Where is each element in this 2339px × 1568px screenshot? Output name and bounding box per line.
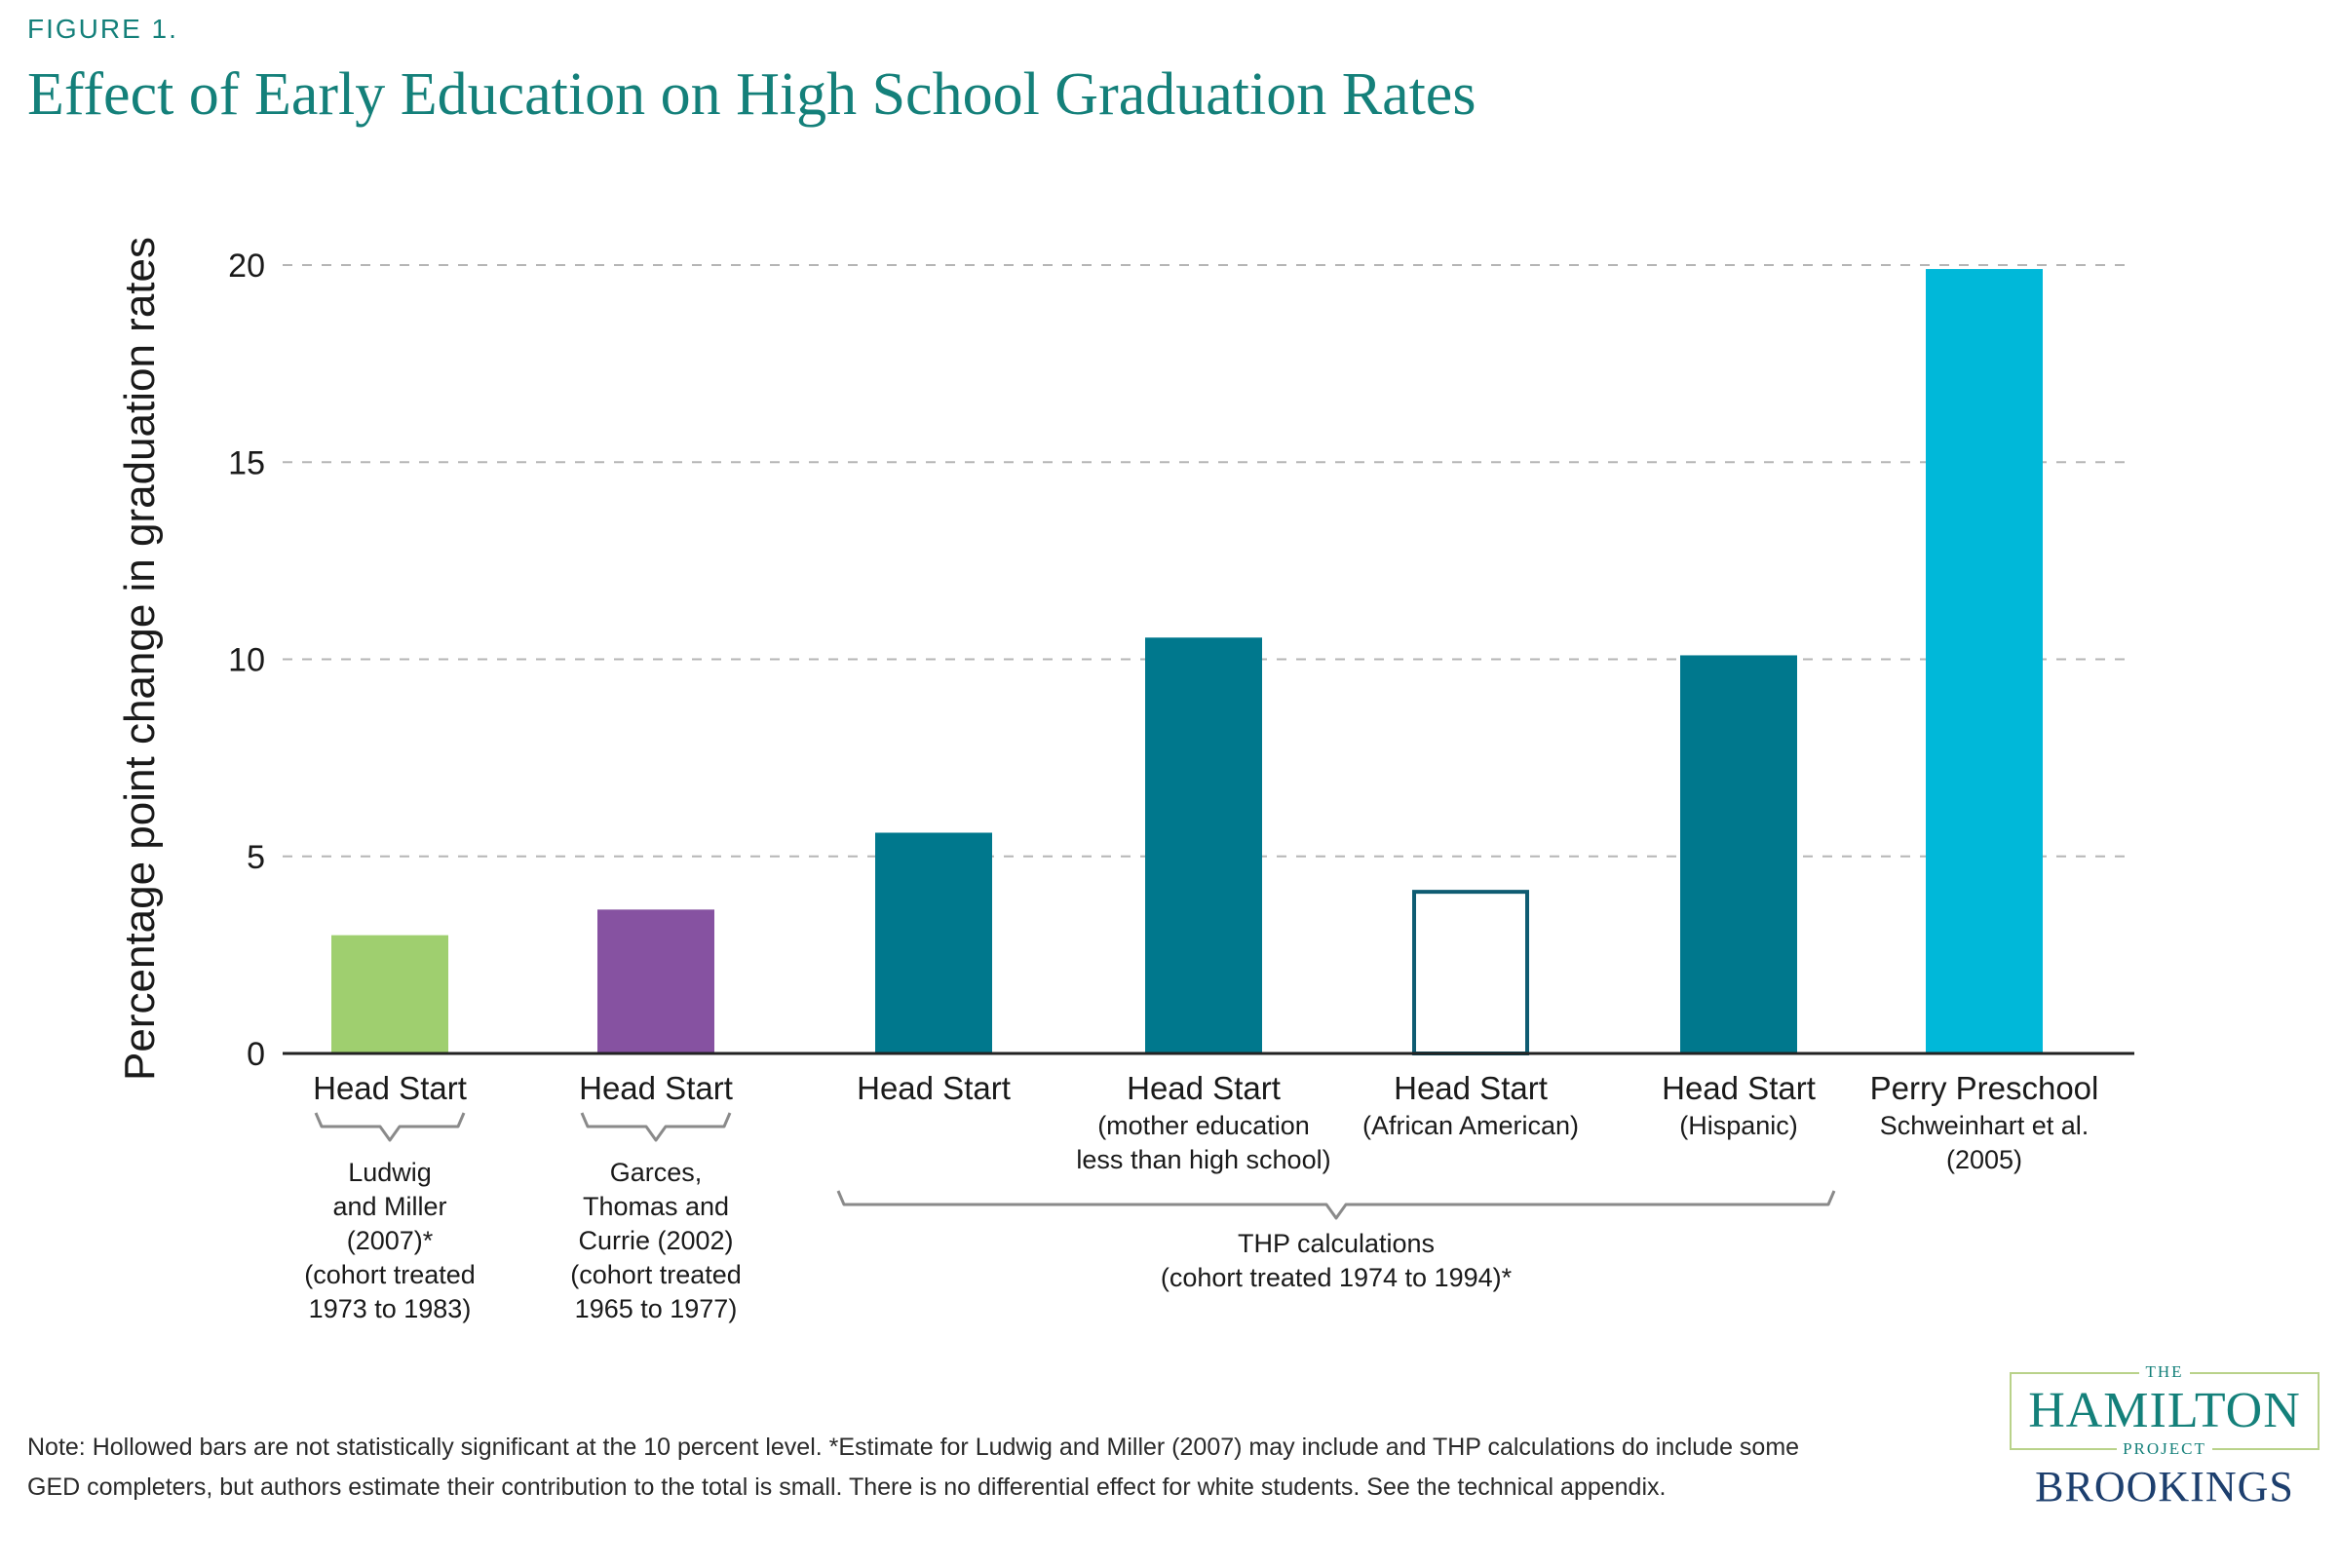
bar [597,909,714,1053]
x-category-sublabel: less than high school) [1076,1145,1330,1174]
x-category-label: Head Start [1127,1070,1281,1106]
y-tick-label: 15 [228,444,265,481]
x-category-sublabel: (mother education [1097,1111,1310,1140]
logo-project-text: PROJECT [2117,1439,2212,1458]
group-label-line: (cohort treated [304,1260,476,1289]
bar [331,935,448,1053]
logo-the-text: THE [2139,1362,2190,1381]
group-label-line: (cohort treated 1974 to 1994)* [1161,1263,1513,1292]
y-tick-label: 20 [228,248,265,285]
x-category-label: Head Start [1394,1070,1548,1106]
brookings-logo-text: BROOKINGS [2035,1463,2294,1511]
group-label-line: Thomas and [583,1192,729,1221]
x-category-sublabel: (2005) [1946,1145,2022,1174]
group-label-line: (2007)* [347,1226,434,1255]
group-label-line: and Miller [332,1192,446,1221]
group-brace [314,1112,466,1142]
x-category-label: Head Start [1662,1070,1816,1106]
group-brace [580,1112,732,1142]
x-category-label: Perry Preschool [1870,1070,2099,1106]
group-label-line: 1973 to 1983) [309,1294,472,1323]
group-label-line: 1965 to 1977) [575,1294,738,1323]
x-category-sublabel: (Hispanic) [1679,1111,1798,1140]
x-category-label: Head Start [579,1070,733,1106]
hamilton-project-logo: THE HAMILTON PROJECT [2010,1362,2320,1458]
chart-note: Note: Hollowed bars are not statisticall… [27,1434,1800,1501]
figure-title: Effect of Early Education on High School… [27,61,1476,128]
y-tick-label: 10 [228,642,265,679]
group-brace [836,1190,1836,1220]
bar-chart: 0 5 10 15 20 Percentage point change in gradu… [116,237,2134,1323]
group-label-line: Currie (2002) [578,1226,733,1255]
bar [875,832,992,1053]
group-label-line: Ludwig [348,1158,432,1187]
y-axis-label: Percentage point change in graduation ra… [116,237,164,1081]
group-label-line: Garces, [610,1158,703,1187]
bar [1680,655,1797,1053]
bar [1145,637,1262,1053]
x-category-sublabel: (African American) [1362,1111,1579,1140]
x-category-sublabel: Schweinhart et al. [1880,1111,2090,1140]
y-tick-label: 5 [247,839,265,876]
bar-hollow [1412,890,1529,1055]
y-tick-label: 0 [247,1036,265,1073]
x-category-label: Head Start [313,1070,467,1106]
group-label-line: (cohort treated [570,1260,742,1289]
figure-label: FIGURE 1. [27,14,178,44]
x-category-label: Head Start [857,1070,1011,1106]
group-label-line: THP calculations [1238,1229,1435,1258]
logo-hamilton-text: HAMILTON [2028,1383,2301,1438]
bar [1926,269,2043,1053]
